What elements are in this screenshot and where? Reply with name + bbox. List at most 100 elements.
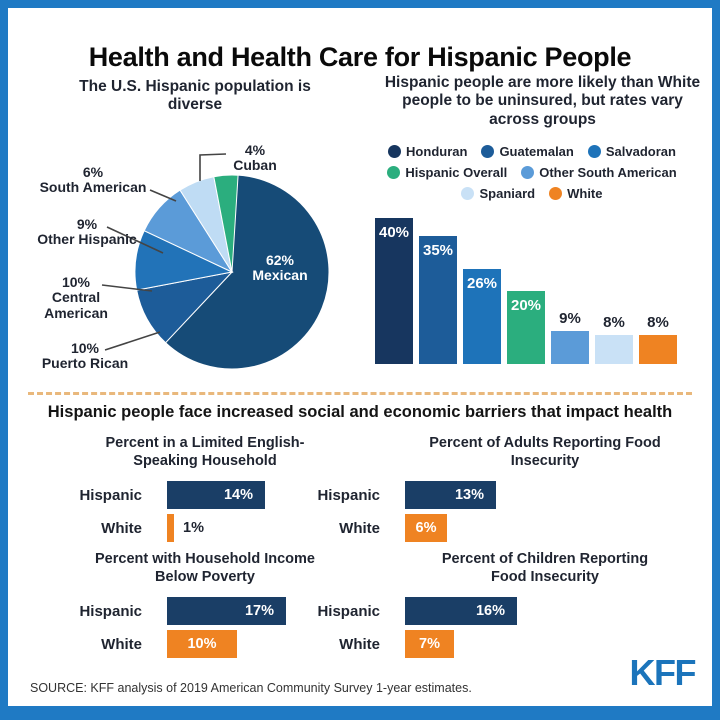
mini-bar-hispanic: 16% xyxy=(405,597,517,625)
mini-row-white: White 1% xyxy=(55,514,265,542)
legend-item-white: White xyxy=(549,186,603,201)
pie-value: 62% xyxy=(265,252,295,268)
bar-value-label: 20% xyxy=(510,297,542,314)
group-label: White xyxy=(101,635,142,653)
legend-swatch-icon xyxy=(549,187,563,200)
mini-bar-white: 1% xyxy=(167,514,204,542)
mini-chart-title: Percent in a Limited English- Speaking Ho… xyxy=(30,435,380,470)
mini-chart-title-line: Percent in a Limited English- xyxy=(105,435,305,451)
bar-value-label: 8% xyxy=(647,314,669,331)
mini-chart-title-line: Percent with Household Income xyxy=(95,551,315,567)
mini-bar-white: 6% xyxy=(405,514,447,542)
bar-chart-legend: Honduran Guatemalan Salvadoran Hispanic Ove… xyxy=(368,144,696,207)
bar-hispanic-overall: 20% xyxy=(507,291,545,364)
legend-label: Other South American xyxy=(539,165,677,180)
pie-label-mexican: 62% Mexican xyxy=(234,252,326,284)
pie-value: 10% xyxy=(70,340,100,356)
bar-chart-title: Hispanic people are more likely than Whi… xyxy=(384,74,701,128)
pie-leader-line xyxy=(149,189,177,202)
pie-chart-title: The U.S. Hispanic population is diverse xyxy=(79,78,311,114)
legend-label: Spaniard xyxy=(479,186,536,201)
bar-value-label: 9% xyxy=(559,310,581,327)
mini-chart-4: Hispanic 16% White 7% xyxy=(293,597,517,663)
mini-row-hispanic: Hispanic 17% xyxy=(55,597,286,625)
bar-value-label: 35% xyxy=(422,242,454,259)
bar-guatemalan: 35% xyxy=(419,236,457,364)
pie-value: 4% xyxy=(244,142,266,158)
mini-bar-white: 7% xyxy=(405,630,454,658)
group-label: Hispanic xyxy=(79,486,142,504)
mini-row-white: White 7% xyxy=(293,630,517,658)
pie-label-central-american: 10% Central American xyxy=(32,274,120,321)
mini-row-white: White 10% xyxy=(55,630,286,658)
pie-leader-line xyxy=(106,226,164,254)
legend-swatch-icon xyxy=(461,187,475,200)
group-label: Hispanic xyxy=(317,486,380,504)
mini-bar-value: 7% xyxy=(419,636,440,652)
mini-chart-title: Percent with Household Income Below Pover… xyxy=(30,551,380,586)
mini-bar-value: 10% xyxy=(187,636,217,652)
legend-item-guatemalan: Guatemalan xyxy=(481,144,574,159)
pie-svg xyxy=(101,153,330,370)
group-label: White xyxy=(101,519,142,537)
pie-category: Other Hispanic xyxy=(37,231,137,248)
mini-chart-3: Hispanic 17% White 10% xyxy=(55,597,286,663)
pie-category: Puerto Rican xyxy=(41,355,129,372)
uninsured-bar-chart: 40% 35% 26% 20% 9% 8% 8% xyxy=(375,200,677,364)
pie-leader-line xyxy=(101,284,153,292)
mini-chart-title-line: Speaking Household xyxy=(133,452,277,469)
legend-swatch-icon xyxy=(387,166,401,179)
bar-other-south-american: 9% xyxy=(551,310,589,364)
pie-label-puerto-rican: 10% Puerto Rican xyxy=(32,340,138,372)
page-title: Health and Health Care for Hispanic Peop… xyxy=(88,42,632,73)
bar-spaniard: 8% xyxy=(595,314,633,364)
mini-chart-title: Percent of Adults Reporting Food Insecuri… xyxy=(390,435,700,470)
mini-bar-value: 16% xyxy=(475,603,505,619)
mini-bar-white: 10% xyxy=(167,630,237,658)
legend-item-salvadoran: Salvadoran xyxy=(587,144,676,159)
mini-row-white: White 6% xyxy=(293,514,496,542)
group-label: Hispanic xyxy=(79,602,142,620)
group-label: White xyxy=(339,635,380,653)
mini-bar-value: 14% xyxy=(223,487,253,503)
pie-slice-cuban xyxy=(213,174,239,273)
source-note: SOURCE: KFF analysis of 2019 American Co… xyxy=(30,681,472,695)
legend-label: Honduran xyxy=(406,144,468,159)
mini-bar-value: 17% xyxy=(244,603,274,619)
pie-category: South American xyxy=(39,179,147,196)
pie-label-cuban: 4% Cuban xyxy=(213,142,297,174)
legend-label: Salvadoran xyxy=(605,144,676,159)
legend-row: Hispanic Overall Other South American xyxy=(368,165,696,180)
mini-chart-title-line: Below Poverty xyxy=(155,568,255,585)
pie-label-south-american: 6% South American xyxy=(30,164,156,196)
mini-row-hispanic: Hispanic 14% xyxy=(55,481,265,509)
population-pie-chart: 62% Mexican 10% Puerto Rican 10% Central Amer… xyxy=(30,135,360,390)
bar-value-label: 40% xyxy=(378,224,410,241)
mini-chart-2: Hispanic 13% White 6% xyxy=(293,481,496,547)
legend-item-hispanic-overall: Hispanic Overall xyxy=(387,165,507,180)
mini-bar-hispanic: 17% xyxy=(167,597,286,625)
pie-value: 9% xyxy=(76,216,98,232)
mini-row-hispanic: Hispanic 16% xyxy=(293,597,517,625)
pie-category: Central American xyxy=(44,289,108,321)
barriers-section-title: Hispanic people face increased social an… xyxy=(47,403,673,421)
kff-logo: KFF xyxy=(629,652,697,693)
legend-swatch-icon xyxy=(521,166,535,179)
pie-value: 6% xyxy=(82,164,104,180)
mini-bar-hispanic: 14% xyxy=(167,481,265,509)
legend-swatch-icon xyxy=(587,145,601,158)
legend-item-spaniard: Spaniard xyxy=(461,186,535,201)
pie-slice-mexican xyxy=(164,174,330,370)
group-label: Hispanic xyxy=(317,602,380,620)
pie-category: Mexican xyxy=(252,267,308,284)
legend-label: Guatemalan xyxy=(499,144,574,159)
mini-chart-title: Percent of Children Reporting Food Insecu… xyxy=(390,551,700,586)
pie-value: 10% xyxy=(61,274,91,290)
pie-label-other-hispanic: 9% Other Hispanic xyxy=(30,216,144,248)
legend-label: Hispanic Overall xyxy=(405,165,508,180)
bar-white: 8% xyxy=(639,314,677,364)
mini-bar-value: 1% xyxy=(183,520,204,536)
dashed-divider xyxy=(28,392,692,395)
pie-category: Cuban xyxy=(233,157,277,174)
